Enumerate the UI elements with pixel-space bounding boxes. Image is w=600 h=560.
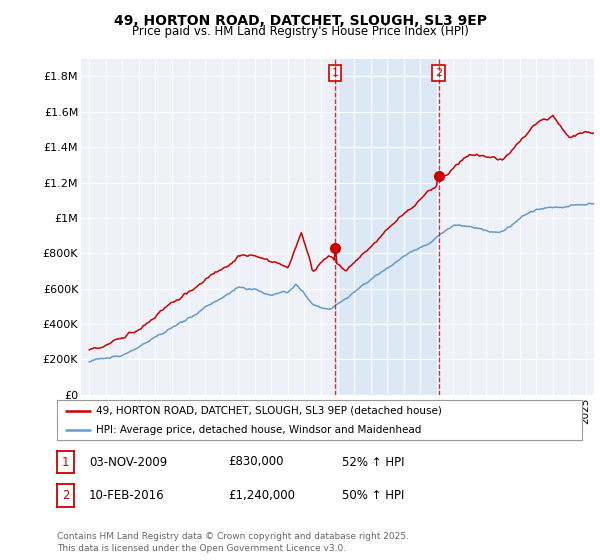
Text: 49, HORTON ROAD, DATCHET, SLOUGH, SL3 9EP (detached house): 49, HORTON ROAD, DATCHET, SLOUGH, SL3 9E… — [97, 406, 442, 416]
Text: HPI: Average price, detached house, Windsor and Maidenhead: HPI: Average price, detached house, Wind… — [97, 425, 422, 435]
Text: £1,240,000: £1,240,000 — [228, 489, 295, 502]
Text: 52% ↑ HPI: 52% ↑ HPI — [342, 455, 404, 469]
Text: 49, HORTON ROAD, DATCHET, SLOUGH, SL3 9EP: 49, HORTON ROAD, DATCHET, SLOUGH, SL3 9E… — [113, 14, 487, 28]
Text: 10-FEB-2016: 10-FEB-2016 — [89, 489, 164, 502]
Text: 1: 1 — [331, 68, 338, 78]
Text: 50% ↑ HPI: 50% ↑ HPI — [342, 489, 404, 502]
Text: Contains HM Land Registry data © Crown copyright and database right 2025.
This d: Contains HM Land Registry data © Crown c… — [57, 532, 409, 553]
Bar — [335, 59, 439, 395]
Text: Price paid vs. HM Land Registry's House Price Index (HPI): Price paid vs. HM Land Registry's House … — [131, 25, 469, 38]
Text: 03-NOV-2009: 03-NOV-2009 — [89, 455, 167, 469]
Text: 2: 2 — [62, 489, 69, 502]
Text: 1: 1 — [62, 455, 69, 469]
Text: £830,000: £830,000 — [228, 455, 284, 469]
Text: 2: 2 — [435, 68, 442, 78]
